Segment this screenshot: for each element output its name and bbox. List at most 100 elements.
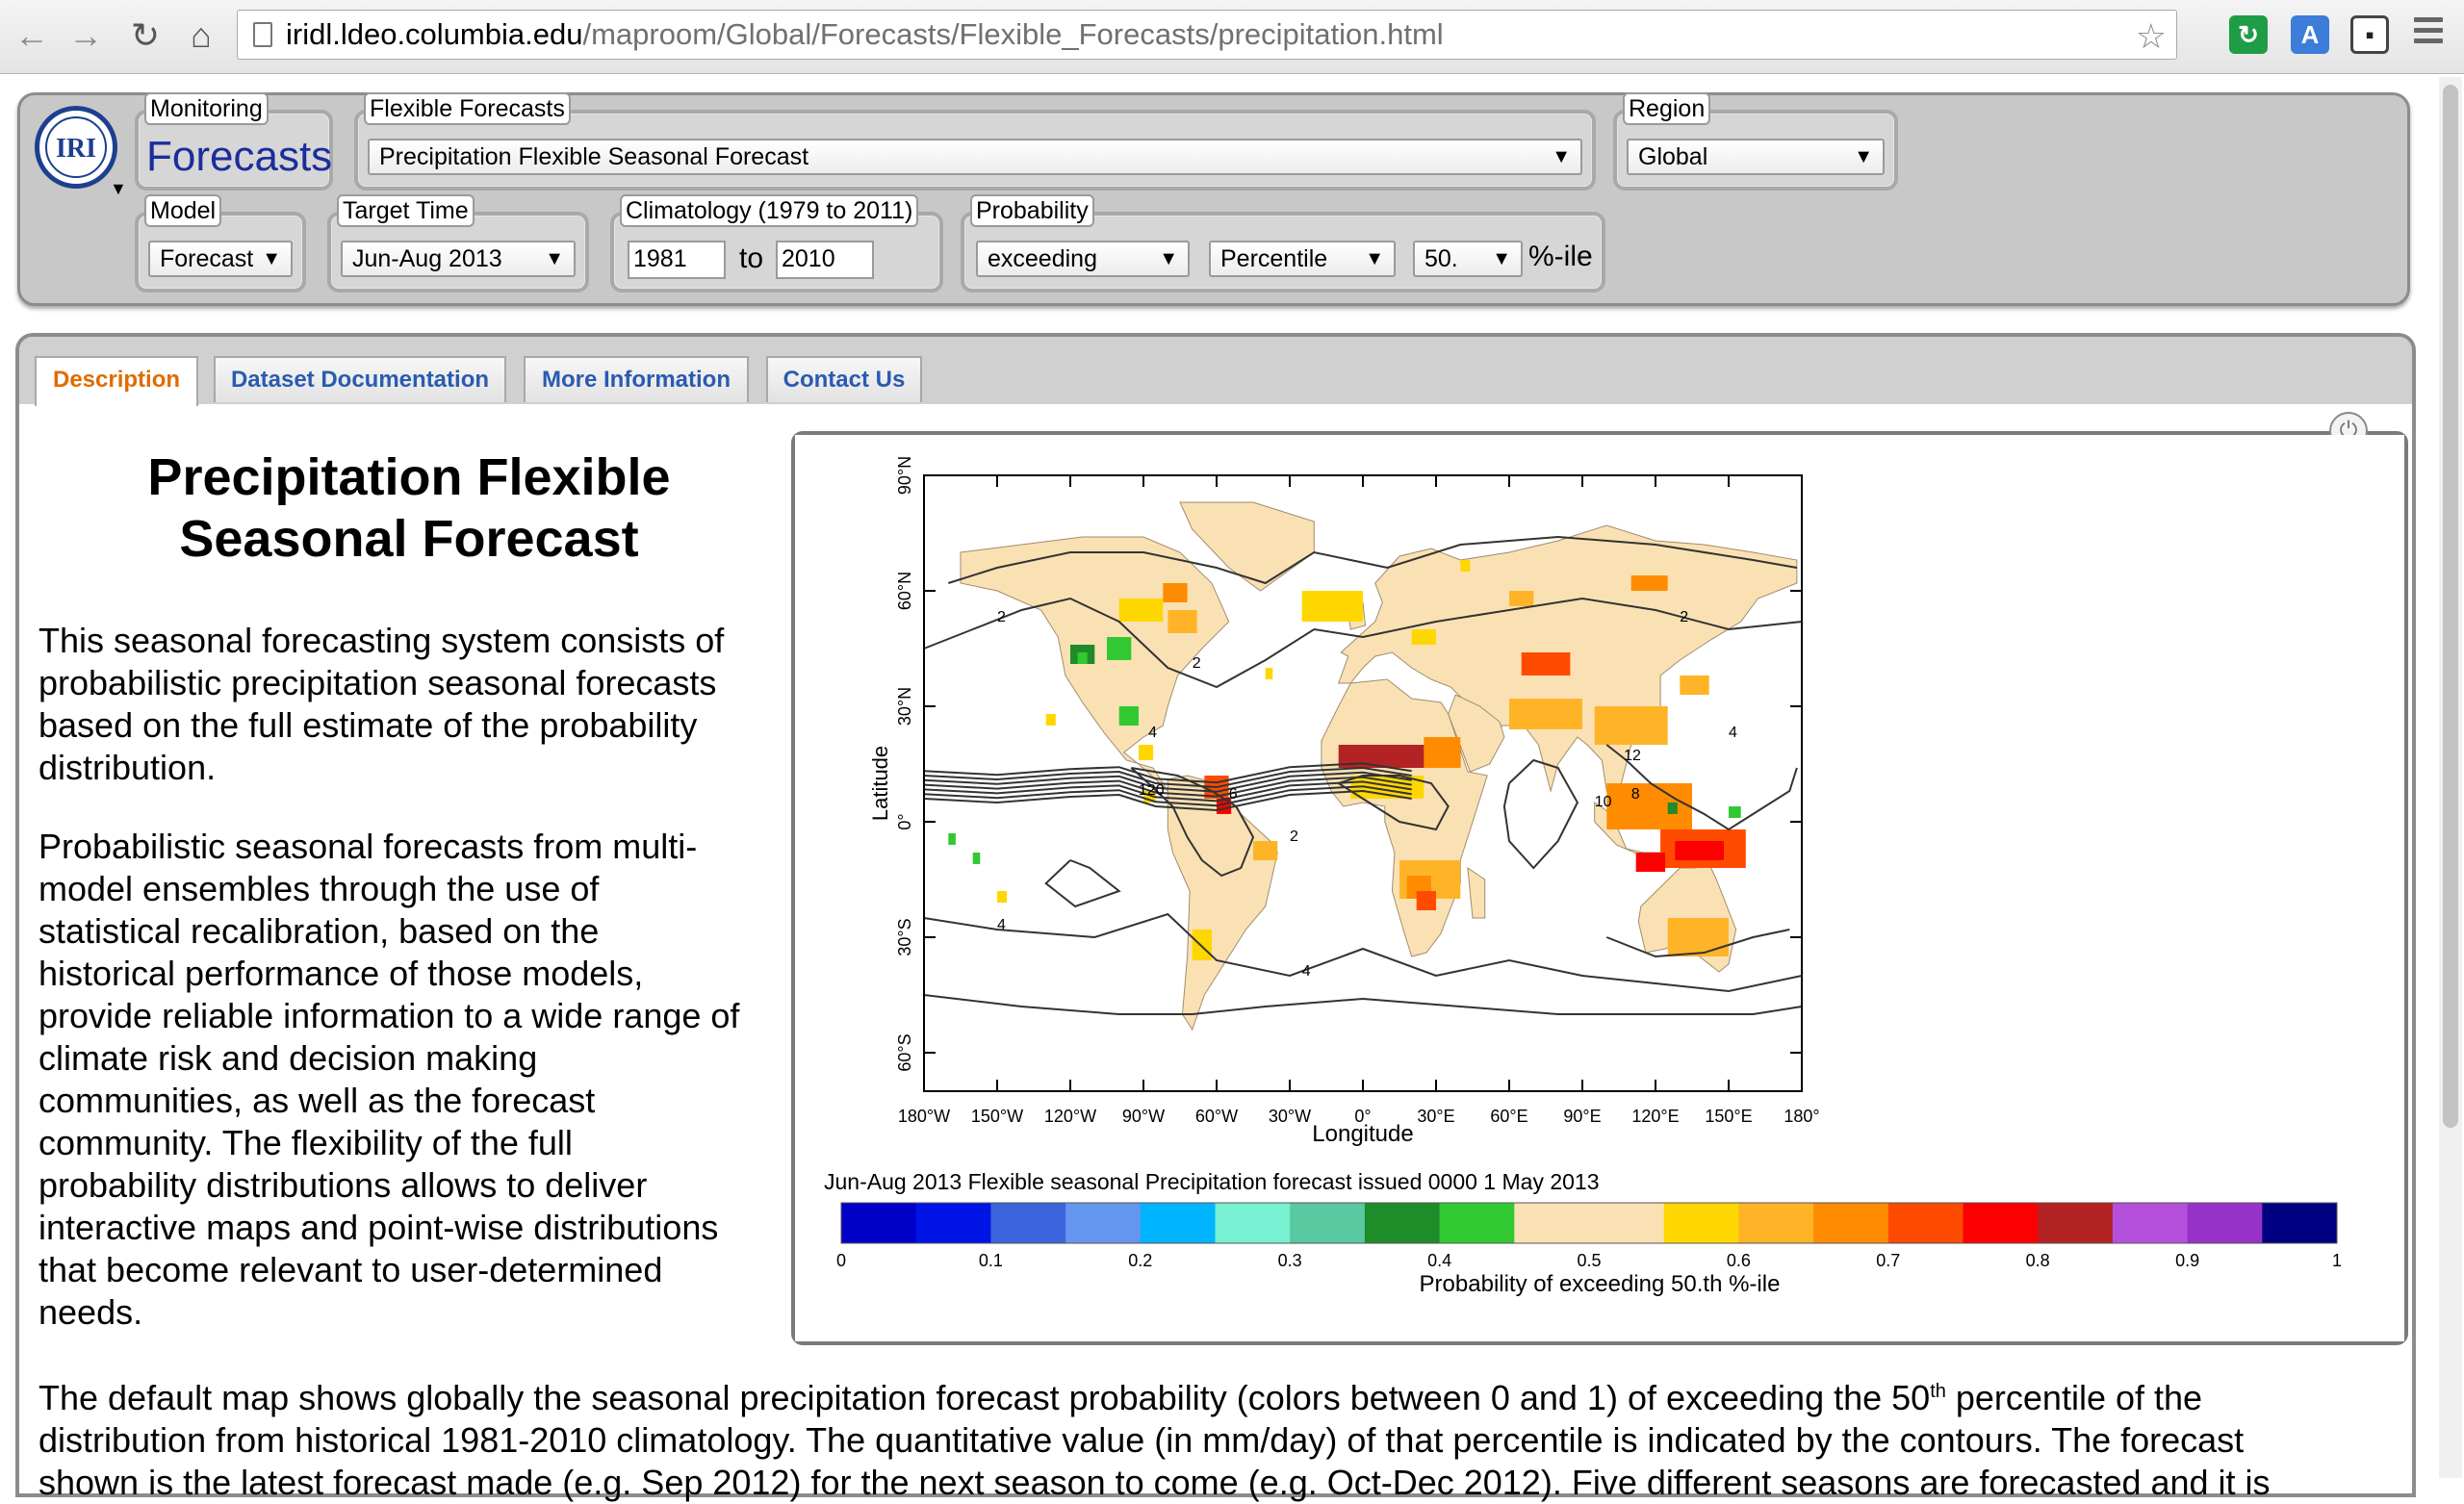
target-time-select[interactable]: Jun-Aug 2013 ▼: [341, 241, 576, 277]
translate-extension-icon[interactable]: A: [2291, 15, 2329, 54]
lon-tick-label: 180°W: [898, 1107, 950, 1126]
contour-label: 2: [1680, 609, 1688, 625]
colorbar-swatch: [1065, 1203, 1142, 1243]
probability-cell-20: [1301, 591, 1363, 622]
probability-cell-2: [1509, 699, 1582, 729]
home-icon[interactable]: ⌂: [191, 15, 212, 55]
browser-toolbar: ← → ↻ ⌂ iridl.ldeo.columbia.edu/maproom/…: [0, 0, 2464, 74]
tab-dataset-documentation[interactable]: Dataset Documentation: [214, 356, 506, 402]
probability-cell-19: [1192, 930, 1212, 960]
contour-label: 2: [997, 609, 1006, 625]
tab-more-information[interactable]: More Information: [524, 356, 749, 402]
chevron-down-icon: ▼: [1552, 146, 1571, 167]
contour-line-9: [923, 597, 1803, 689]
colorbar-tick-label: 0.2: [1128, 1251, 1152, 1270]
colorbar-tick-label: 0.1: [979, 1251, 1003, 1270]
lon-tick-label: 150°W: [971, 1107, 1023, 1126]
chevron-down-icon: ▼: [262, 248, 281, 269]
lon-tick-label: 90°W: [1122, 1107, 1165, 1126]
colorbar-swatch: [1963, 1203, 2039, 1243]
colorbar-swatch: [915, 1203, 991, 1243]
contour-label: 120: [1139, 782, 1165, 799]
colorbar-tick-label: 0.3: [1278, 1251, 1302, 1270]
page-scrollbar[interactable]: [2439, 77, 2462, 1478]
contour-label: 6: [1229, 786, 1238, 803]
chevron-down-icon: ▼: [1854, 146, 1873, 167]
evernote-extension-icon[interactable]: ▪: [2350, 15, 2389, 54]
colorbar-tick-label: 0.8: [2026, 1251, 2050, 1270]
probability-cell-4: [1118, 599, 1164, 622]
contour-line-7: [923, 912, 1803, 993]
map-caption: Jun-Aug 2013 Flexible seasonal Precipita…: [824, 1169, 1600, 1194]
model-legend: Model: [144, 194, 222, 227]
contour-line-8: [923, 994, 1803, 1015]
probability-cell-30: [1138, 745, 1154, 760]
chevron-down-icon: ▼: [1492, 248, 1511, 269]
contour-label: 8: [1631, 786, 1640, 803]
lon-tick-label: 60°E: [1490, 1107, 1527, 1126]
probability-cell-18: [1667, 918, 1729, 956]
lon-tick-label: 120°E: [1631, 1107, 1679, 1126]
target-time-fieldset: Target Time Jun-Aug 2013 ▼: [327, 194, 589, 293]
lon-tick-label: 90°E: [1563, 1107, 1601, 1126]
url-text[interactable]: iridl.ldeo.columbia.edu/maproom/Global/F…: [286, 17, 1444, 51]
colorbar-swatch: [841, 1203, 917, 1243]
probability-cell-36: [997, 891, 1008, 903]
contour-line-5: [923, 766, 1412, 789]
probability-type-select[interactable]: Percentile ▼: [1209, 241, 1396, 277]
probability-cell-7: [1594, 706, 1668, 745]
probability-cell-10: [1675, 841, 1724, 860]
model-select[interactable]: Forecast ▼: [148, 241, 293, 277]
region-legend: Region: [1623, 92, 1711, 125]
sync-extension-icon[interactable]: ↻: [2229, 15, 2268, 54]
latitude-axis-label: Latitude: [868, 746, 892, 821]
colorbar-tick-label: 0.4: [1427, 1251, 1451, 1270]
probability-mode-select[interactable]: exceeding ▼: [976, 241, 1190, 277]
contour-line-4: [923, 771, 1412, 793]
lon-tick-label: 150°E: [1705, 1107, 1752, 1126]
lon-tick-label: 30°W: [1269, 1107, 1311, 1126]
probability-cell-32: [1729, 806, 1741, 818]
bookmark-star-icon[interactable]: ☆: [2135, 16, 2167, 56]
forward-arrow-icon[interactable]: →: [68, 15, 103, 55]
chevron-down-icon: ▼: [1365, 248, 1384, 269]
colorbar-tick-label: 1: [2332, 1251, 2342, 1270]
tab-contact-us[interactable]: Contact Us: [766, 356, 922, 402]
address-bar[interactable]: iridl.ldeo.columbia.edu/maproom/Global/F…: [237, 10, 2177, 60]
logo-menu-caret-icon[interactable]: ▼: [110, 179, 127, 198]
scrollbar-thumb[interactable]: [2443, 85, 2458, 1128]
contour-line-10: [947, 535, 1798, 585]
percentile-value-select[interactable]: 50. ▼: [1413, 241, 1523, 277]
colorbar-swatch: [1589, 1203, 1665, 1243]
back-arrow-icon[interactable]: ←: [14, 15, 49, 55]
colorbar-swatch: [1290, 1203, 1366, 1243]
chevron-down-icon: ▼: [1159, 248, 1178, 269]
colorbar-swatch: [1215, 1203, 1291, 1243]
climatology-end-input[interactable]: 2010: [776, 241, 874, 279]
chrome-menu-icon[interactable]: [2414, 17, 2443, 49]
contour-line-6: [923, 762, 1412, 784]
contour-label: 10: [1595, 794, 1612, 810]
percentile-unit-label: %-ile: [1528, 241, 1593, 272]
iri-logo[interactable]: IRI: [35, 106, 117, 189]
colorbar-swatch: [1140, 1203, 1216, 1243]
contour-label: 2: [1193, 655, 1201, 672]
probability-cell-25: [1411, 629, 1436, 645]
reload-icon[interactable]: ↻: [130, 15, 161, 55]
flexible-forecast-select[interactable]: Precipitation Flexible Seasonal Forecast…: [368, 139, 1582, 175]
colorbar-tick-label: 0.6: [1727, 1251, 1751, 1270]
contour-line-16: [1605, 929, 1790, 958]
lat-tick-label: 0°: [895, 813, 914, 829]
tab-description[interactable]: Description: [35, 356, 198, 406]
probability-cell-6: [1168, 610, 1197, 633]
probability-cell-26: [1680, 676, 1709, 695]
probability-fieldset: Probability exceeding ▼ Percentile ▼ 50. ▼ …: [961, 194, 1605, 293]
ensemble-paragraph: Probabilistic seasonal forecasts from mu…: [38, 827, 740, 1332]
forecasts-link[interactable]: Forecasts: [146, 133, 333, 180]
climatology-start-input[interactable]: 1981: [628, 241, 726, 279]
region-select[interactable]: Global ▼: [1627, 139, 1885, 175]
climatology-fieldset: Climatology (1979 to 2011) 1981 to 2010: [610, 194, 943, 293]
probability-cell-35: [972, 853, 981, 864]
colorbar-swatch: [1887, 1203, 1964, 1243]
